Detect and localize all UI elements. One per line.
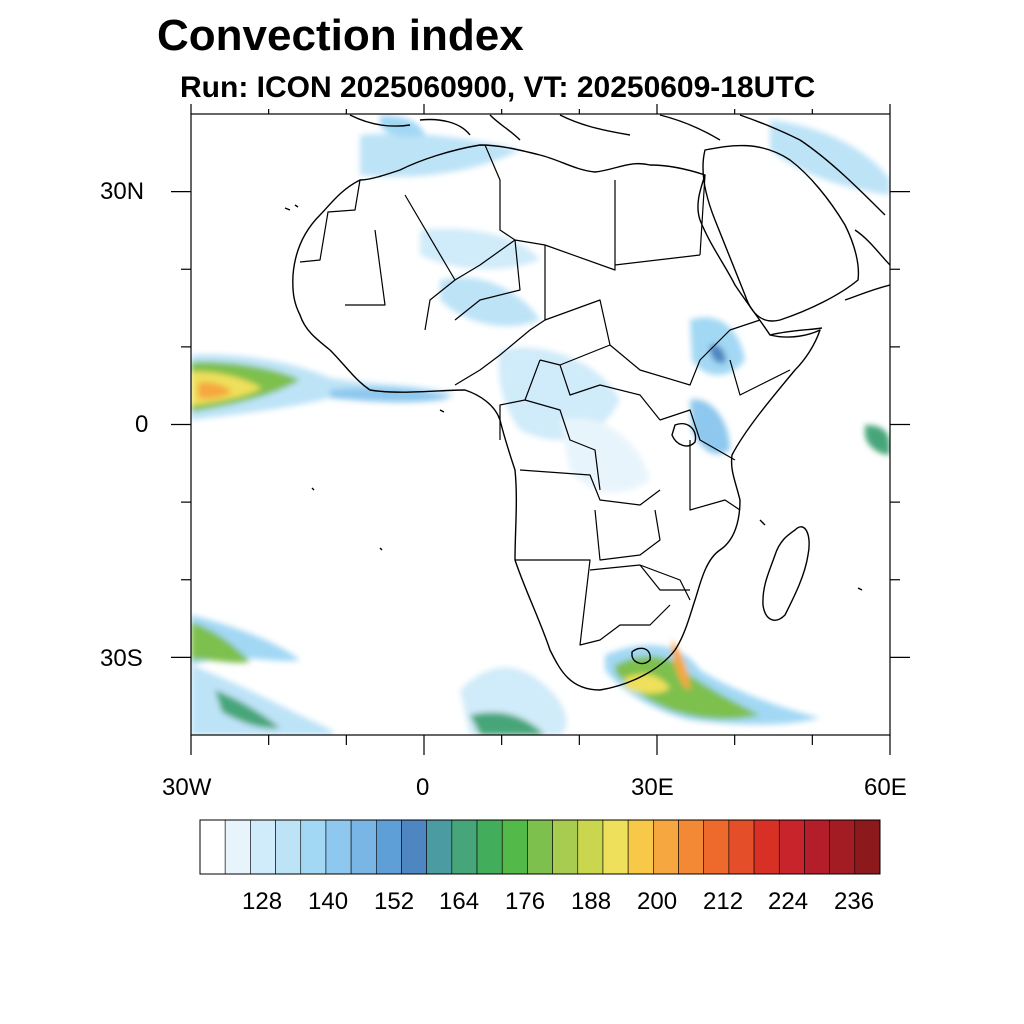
colorbar-box [728, 819, 755, 875]
colorbar-label: 188 [571, 888, 612, 915]
field-congo-light [560, 418, 650, 493]
colorbar-box [224, 819, 251, 875]
colorbar-box [602, 819, 629, 875]
africa-coastline [292, 144, 821, 691]
field-arabia-light [770, 120, 890, 195]
colorbar-label: 176 [505, 888, 546, 915]
colorbar-box [527, 819, 553, 875]
colorbar-box [451, 819, 478, 875]
colorbar-box [300, 819, 327, 875]
arabia-coastline [702, 144, 860, 322]
colorbar-box [804, 819, 830, 875]
field-south-atl-core [470, 712, 545, 735]
colorbar-label: 224 [768, 888, 809, 915]
field-sw-atlantic-low [191, 665, 334, 735]
coastlines-and-borders [284, 114, 890, 691]
madagascar-coastline [762, 526, 810, 621]
map-subtitle: Run: ICON 2025060900, VT: 20250609-18UTC [180, 71, 816, 104]
field-west-africa-light [440, 277, 540, 327]
field-ethiopia-core [710, 344, 726, 364]
colorbar-box [375, 819, 402, 875]
field-central-africa-light [498, 347, 620, 440]
colorbar-label: 212 [703, 888, 744, 915]
colorbar-label: 200 [637, 888, 678, 915]
lon-tick-label-0: 0 [416, 774, 430, 801]
lat-tick-label-30s: 30S [100, 645, 143, 672]
colorbar-frame [199, 819, 881, 875]
colorbar-box [552, 819, 579, 875]
lon-tick-label-30e: 30E [631, 774, 674, 801]
field-sw-atlantic-core [191, 622, 250, 663]
colorbar-box [703, 819, 730, 875]
colorbar-box [199, 819, 226, 875]
iran-coastline [799, 139, 890, 266]
colorbar-box [501, 819, 528, 875]
colorbar-box [325, 819, 352, 875]
colorbar-label: 140 [308, 888, 349, 915]
lon-tick-label-30w: 30W [162, 774, 212, 801]
colorbar-box [250, 819, 276, 875]
colorbar-box [778, 819, 805, 875]
colorbar-box [401, 819, 427, 875]
field-indian-ocean-east [865, 425, 890, 455]
colorbar-box [350, 819, 377, 875]
map-title: Convection index [157, 11, 524, 60]
horn-coastline [769, 284, 890, 336]
colorbar-box [627, 819, 654, 875]
lesotho-border [631, 647, 651, 665]
convection-field [191, 115, 890, 735]
lat-tick-label-30n: 30N [100, 178, 145, 205]
axis-ticks [171, 104, 910, 755]
field-safrica-peak [672, 640, 690, 690]
field-sw-atlantic-low-core [215, 690, 280, 729]
colorbar-box [829, 819, 856, 875]
border-lines [299, 144, 791, 646]
lon-tick-label-60e: 60E [864, 774, 907, 801]
colorbar-box [426, 819, 453, 875]
colorbar-label: 236 [834, 888, 875, 915]
field-sahel-light [420, 228, 540, 270]
colorbar-label: 128 [242, 888, 283, 915]
colorbar-box [476, 819, 503, 875]
field-atlantic-band-hot [198, 382, 232, 399]
colorbar-label: 152 [374, 888, 415, 915]
colorbar-box [653, 819, 679, 875]
lake-victoria [671, 423, 697, 447]
colorbar-box [753, 819, 780, 875]
colorbar-box [678, 819, 705, 875]
colorbar-box [854, 819, 881, 875]
colorbar-box [577, 819, 604, 875]
colorbar-box [275, 819, 302, 875]
islands [284, 204, 863, 591]
lat-tick-label-0: 0 [135, 411, 149, 438]
colorbar-label: 164 [439, 888, 480, 915]
europe-coastline [349, 114, 801, 141]
